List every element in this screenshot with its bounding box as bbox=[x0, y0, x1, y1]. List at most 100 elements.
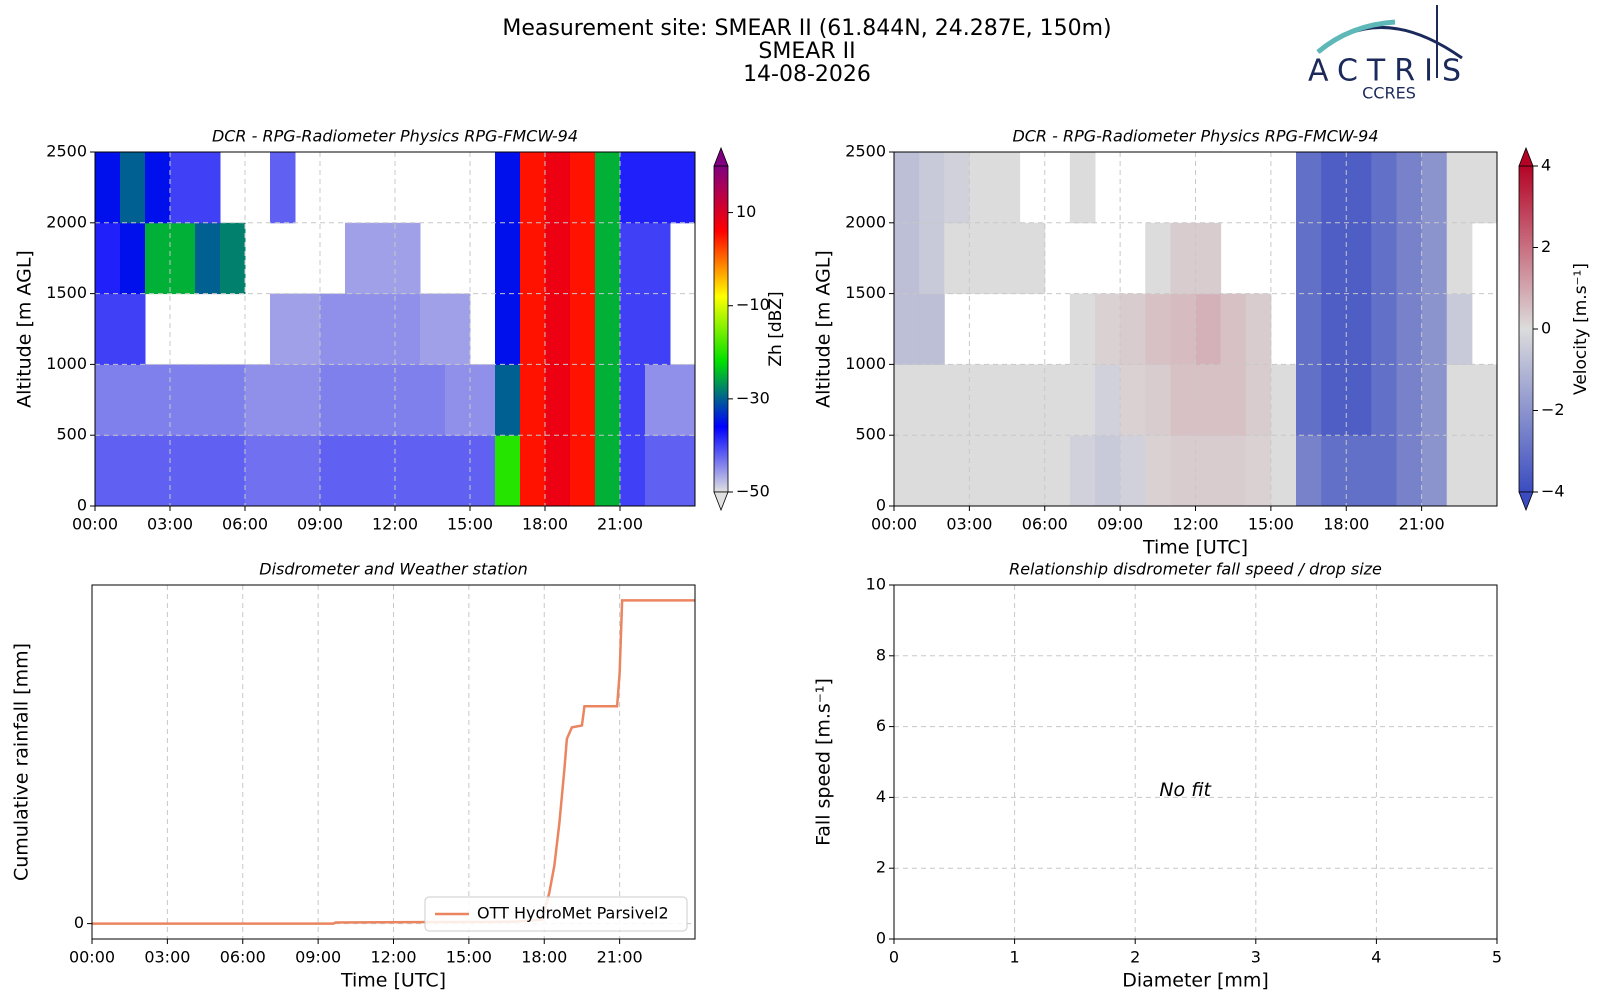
heatmap-cell bbox=[295, 293, 321, 365]
heatmap-cell bbox=[645, 152, 671, 224]
heatmap-cell bbox=[145, 222, 171, 295]
logo-subtext: CCRES bbox=[1362, 84, 1416, 103]
x-tick-label: 21:00 bbox=[597, 948, 643, 967]
heatmap-cell bbox=[345, 222, 371, 295]
y-tick-label: 0 bbox=[876, 496, 886, 515]
x-tick-label: 09:00 bbox=[1097, 515, 1143, 534]
heatmap-cell bbox=[1421, 293, 1448, 365]
x-tick-label: 5 bbox=[1492, 948, 1502, 967]
y-tick-label: 1500 bbox=[845, 283, 886, 302]
heatmap-cell bbox=[1321, 152, 1347, 224]
heatmap-cell bbox=[1421, 364, 1448, 436]
x-tick-label: 12:00 bbox=[372, 515, 418, 534]
y-tick-label: 2 bbox=[876, 858, 886, 877]
panel-title: DCR - RPG-Radiometer Physics RPG-FMCW-94 bbox=[1012, 127, 1378, 146]
x-tick-label: 18:00 bbox=[1323, 515, 1369, 534]
heatmap-cell bbox=[145, 435, 171, 507]
heatmap-cell bbox=[420, 293, 446, 365]
heatmap-cell bbox=[220, 222, 246, 295]
heatmap-cell bbox=[270, 152, 296, 224]
panel: No fit 0 1 2 3 4 5 0 2 4 6 8 10 Relationship disdrome… bbox=[813, 560, 1503, 992]
heatmap-cell bbox=[1120, 364, 1146, 436]
heatmap-cell bbox=[894, 222, 920, 295]
colorbar-tick-label: −4 bbox=[1541, 482, 1565, 501]
panel: 00:00 03:00 06:00 09:00 12:00 15:00 18:00 21:00… bbox=[813, 127, 1592, 559]
heatmap-cell bbox=[969, 364, 995, 436]
heatmap-cell bbox=[1270, 435, 1297, 507]
heatmap-cell bbox=[545, 293, 571, 365]
heatmap-cell bbox=[370, 364, 396, 436]
heatmap-cell bbox=[445, 435, 471, 507]
heatmap-cell bbox=[919, 293, 945, 365]
heatmap-cell bbox=[1245, 364, 1272, 436]
x-tick-label: 06:00 bbox=[222, 515, 268, 534]
heatmap-cell bbox=[1245, 293, 1272, 365]
heatmap-cell bbox=[1471, 364, 1498, 436]
heatmap-cell bbox=[470, 364, 496, 436]
heatmap-cell bbox=[944, 364, 970, 436]
heatmap-cell bbox=[95, 364, 121, 436]
heatmap-cell bbox=[620, 222, 646, 295]
heatmap-cell bbox=[95, 152, 121, 224]
heatmap-cell bbox=[1170, 222, 1196, 295]
site-title: Measurement site: SMEAR II (61.844N, 24.… bbox=[502, 16, 1111, 41]
heatmap-cell bbox=[120, 293, 146, 365]
colorbar bbox=[1518, 165, 1534, 493]
heatmap-cell bbox=[1019, 435, 1046, 507]
x-tick-label: 1 bbox=[1010, 948, 1020, 967]
y-tick-label: 4 bbox=[876, 787, 886, 806]
heatmap-cell bbox=[919, 364, 945, 436]
y-axis-label: Fall speed [m.s⁻¹] bbox=[813, 678, 835, 846]
heatmap-cell bbox=[1471, 435, 1498, 507]
heatmap-cell bbox=[445, 293, 471, 365]
heatmap-cell bbox=[320, 435, 346, 507]
heatmap-cell bbox=[1170, 435, 1196, 507]
heatmap-cell bbox=[1044, 364, 1071, 436]
heatmap-cell bbox=[645, 364, 671, 436]
x-tick-label: 00:00 bbox=[871, 515, 917, 534]
heatmap-cell bbox=[170, 435, 196, 507]
heatmap-cell bbox=[1346, 435, 1372, 507]
heatmap-cell bbox=[120, 152, 146, 224]
heatmap-cell bbox=[595, 152, 621, 224]
x-axis-label: Diameter [mm] bbox=[1122, 970, 1269, 992]
heatmap-cell bbox=[1296, 222, 1322, 295]
heatmap-cell bbox=[944, 435, 970, 507]
heatmap-cell bbox=[994, 152, 1021, 224]
x-tick-label: 15:00 bbox=[446, 948, 492, 967]
x-tick-label: 00:00 bbox=[72, 515, 118, 534]
panel-title: DCR - RPG-Radiometer Physics RPG-FMCW-94 bbox=[212, 127, 578, 146]
heatmap-cell bbox=[1346, 293, 1372, 365]
heatmap-cell bbox=[894, 435, 920, 507]
x-tick-label: 3 bbox=[1251, 948, 1261, 967]
x-tick-label: 03:00 bbox=[144, 948, 190, 967]
heatmap-cell bbox=[1220, 435, 1247, 507]
heatmap-cell bbox=[645, 222, 671, 295]
y-tick-label: 0 bbox=[77, 496, 87, 515]
colorbar-extend bbox=[713, 491, 729, 512]
heatmap-cell bbox=[1145, 222, 1171, 295]
heatmap-cell bbox=[545, 222, 571, 295]
heatmap-cell bbox=[520, 222, 546, 295]
heatmap-cell bbox=[1195, 222, 1222, 295]
heatmap-cell bbox=[595, 364, 621, 436]
heatmap-cell bbox=[1396, 293, 1423, 365]
heatmap-cell bbox=[195, 435, 221, 507]
x-tick-label: 15:00 bbox=[1248, 515, 1294, 534]
panel: 00:00 03:00 06:00 09:00 12:00 15:00 18:00 21:00… bbox=[14, 127, 787, 534]
heatmap-cell bbox=[1396, 435, 1423, 507]
x-tick-label: 4 bbox=[1371, 948, 1381, 967]
x-tick-label: 18:00 bbox=[522, 515, 568, 534]
heatmap-cell bbox=[1321, 293, 1347, 365]
x-tick-label: 06:00 bbox=[1022, 515, 1068, 534]
panel-title: Relationship disdrometer fall speed / dr… bbox=[1009, 560, 1382, 579]
heatmap-cell bbox=[495, 222, 521, 295]
colorbar bbox=[713, 165, 729, 493]
heatmap-cell bbox=[370, 435, 396, 507]
heatmap-cell bbox=[595, 293, 621, 365]
heatmap-cell bbox=[445, 364, 471, 436]
heatmap-cell bbox=[1069, 293, 1096, 365]
colorbar-tick-label: 4 bbox=[1541, 156, 1551, 175]
heatmap-cell bbox=[1446, 222, 1473, 295]
x-tick-label: 0 bbox=[889, 948, 899, 967]
